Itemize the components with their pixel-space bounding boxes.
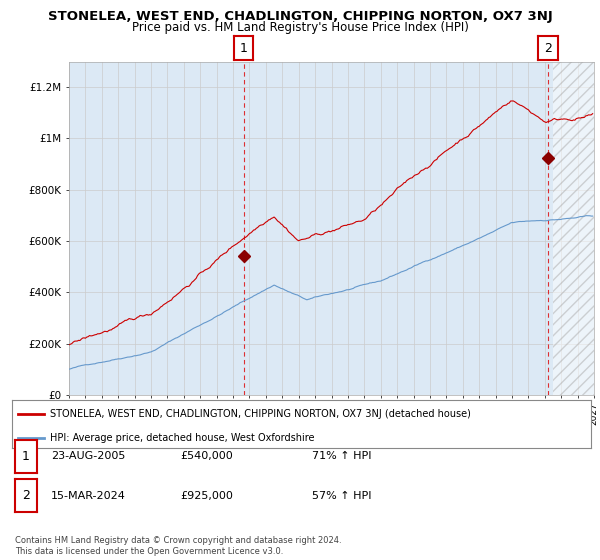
- Text: £540,000: £540,000: [180, 451, 233, 461]
- Text: 71% ↑ HPI: 71% ↑ HPI: [312, 451, 371, 461]
- Text: Contains HM Land Registry data © Crown copyright and database right 2024.
This d: Contains HM Land Registry data © Crown c…: [15, 536, 341, 556]
- Text: 2: 2: [22, 489, 30, 502]
- Text: Price paid vs. HM Land Registry's House Price Index (HPI): Price paid vs. HM Land Registry's House …: [131, 21, 469, 34]
- Text: 23-AUG-2005: 23-AUG-2005: [51, 451, 125, 461]
- Bar: [553, 62, 600, 395]
- Text: STONELEA, WEST END, CHADLINGTON, CHIPPING NORTON, OX7 3NJ: STONELEA, WEST END, CHADLINGTON, CHIPPIN…: [47, 10, 553, 23]
- Text: £925,000: £925,000: [180, 491, 233, 501]
- Bar: [553, 62, 600, 395]
- Text: 1: 1: [240, 41, 248, 55]
- Text: 2: 2: [544, 41, 552, 55]
- Text: STONELEA, WEST END, CHADLINGTON, CHIPPING NORTON, OX7 3NJ (detached house): STONELEA, WEST END, CHADLINGTON, CHIPPIN…: [50, 409, 470, 419]
- Text: HPI: Average price, detached house, West Oxfordshire: HPI: Average price, detached house, West…: [50, 432, 314, 442]
- Text: 1: 1: [22, 450, 30, 463]
- Text: 57% ↑ HPI: 57% ↑ HPI: [312, 491, 371, 501]
- Text: 15-MAR-2024: 15-MAR-2024: [51, 491, 126, 501]
